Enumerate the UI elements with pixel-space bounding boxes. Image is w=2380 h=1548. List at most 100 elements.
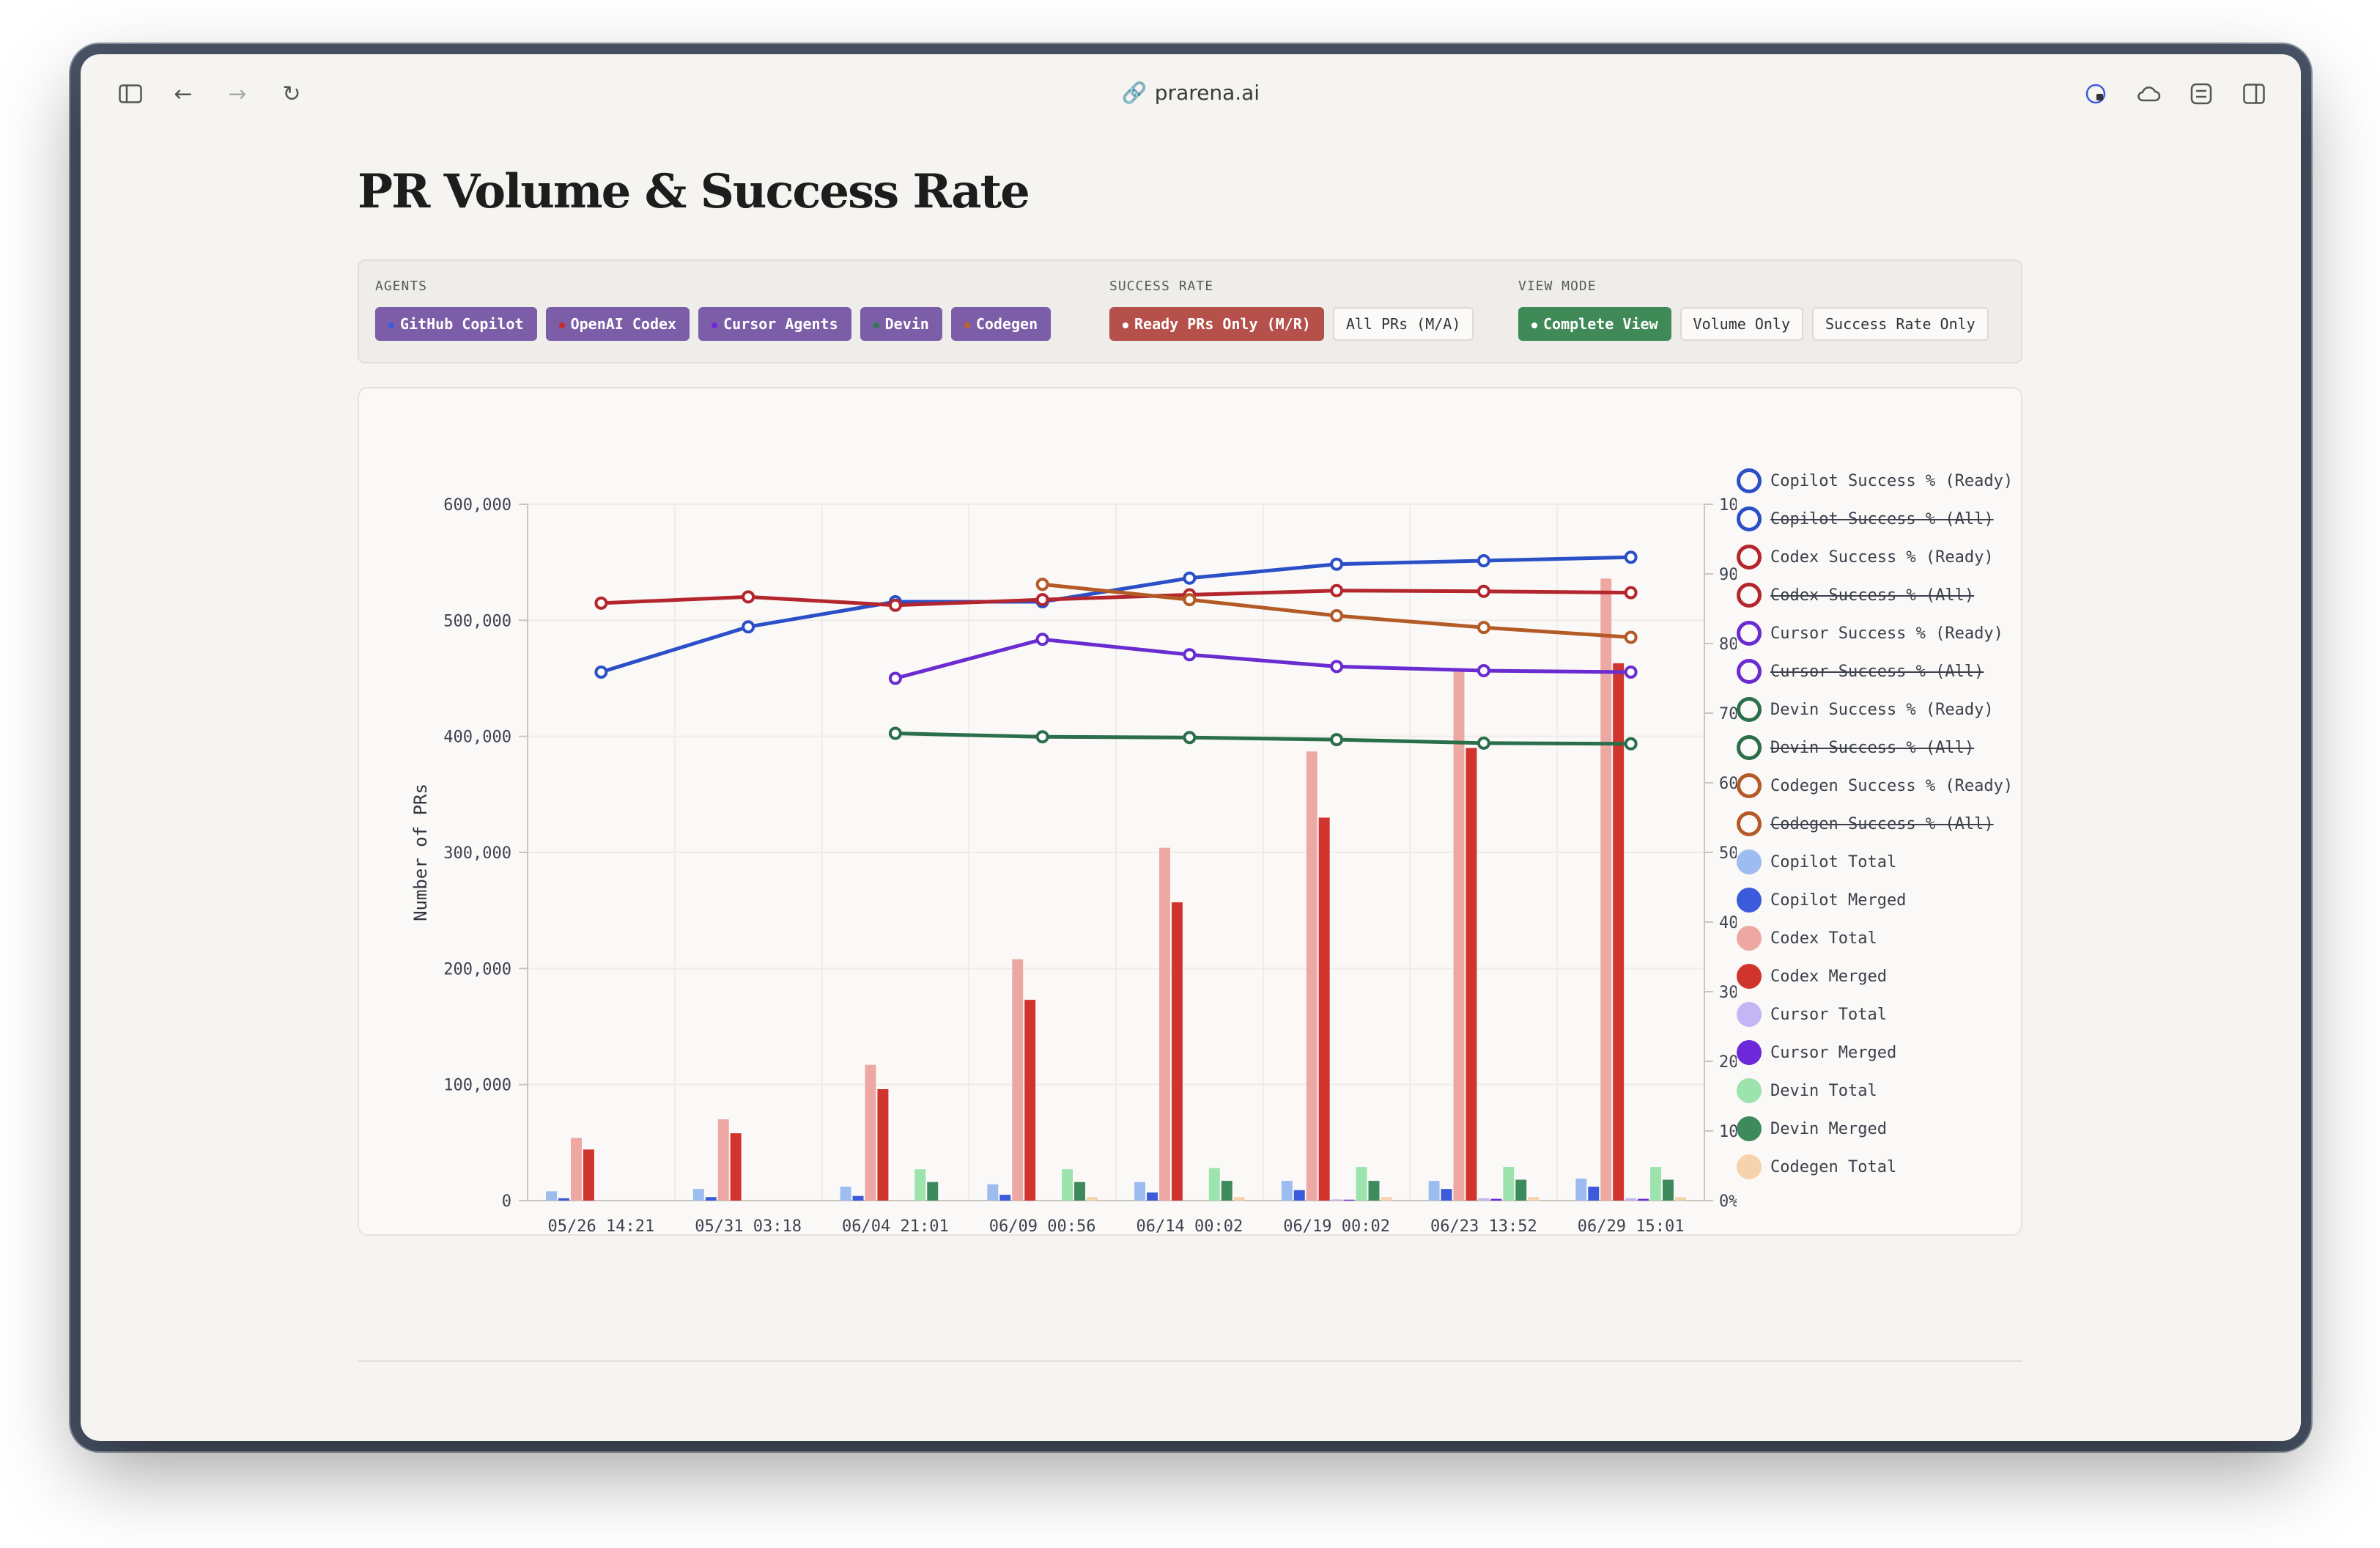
agent-chip-codegen[interactable]: Codegen <box>950 307 1052 341</box>
point-cursor-success-ready- <box>888 671 902 685</box>
legend-item-copilot-total[interactable]: Copilot Total <box>1737 843 2015 881</box>
x-tick-label: 06/19 00:02 <box>1283 1217 1390 1236</box>
y-tick-label: 400,000 <box>443 729 511 747</box>
bar-copilot-total <box>840 1187 851 1201</box>
back-arrow-icon[interactable]: ← <box>174 81 193 107</box>
forward-arrow-icon[interactable]: → <box>228 81 247 107</box>
chart-legend: Copilot Success % (Ready) Copilot Success… <box>1737 462 2015 1186</box>
bar-codex-merged <box>583 1149 594 1201</box>
x-tick-label: 05/31 03:18 <box>695 1217 802 1236</box>
bar-copilot-merged <box>1293 1190 1305 1201</box>
agent-chip-openai-codex[interactable]: OpenAI Codex <box>545 307 690 341</box>
url-text: prarena.ai <box>1154 81 1260 105</box>
point-copilot-success-ready- <box>1624 550 1638 564</box>
legend-item-cursor-total[interactable]: Cursor Total <box>1737 995 2015 1033</box>
legend-swatch <box>1737 888 1762 913</box>
legend-item-devin-total[interactable]: Devin Total <box>1737 1072 2015 1110</box>
legend-swatch <box>1737 621 1762 646</box>
agent-chip-github-copilot[interactable]: GitHub Copilot <box>375 307 537 341</box>
agent-chip-label: Codegen <box>975 315 1038 333</box>
view-mode-filter-group: VIEW MODE Complete View Volume Only Succ… <box>1518 279 1989 341</box>
legend-item-devin-success-all[interactable]: Devin Success % (All) <box>1737 729 2015 767</box>
y2-tick-label: 40% <box>1719 914 1737 932</box>
legend-label: Copilot Total <box>1770 852 1897 871</box>
privacy-report-icon[interactable] <box>2078 76 2113 111</box>
y-tick-label: 300,000 <box>443 844 511 863</box>
bar-copilot-total <box>1575 1178 1587 1201</box>
legend-item-copilot-success-all[interactable]: Copilot Success % (All) <box>1737 500 2015 538</box>
legend-swatch <box>1737 659 1762 684</box>
y2-tick-label: 30% <box>1719 984 1737 1002</box>
address-bar[interactable]: 🔗 prarena.ai <box>81 81 2301 105</box>
legend-item-devin-success-ready[interactable]: Devin Success % (Ready) <box>1737 690 2015 729</box>
filter-panel: AGENTS GitHub Copilot OpenAI Codex Cursor … <box>358 259 2022 364</box>
legend-item-codex-success-ready[interactable]: Codex Success % (Ready) <box>1737 538 2015 576</box>
agent-chip-cursor-agents[interactable]: Cursor Agents <box>698 307 851 341</box>
y2-tick-label: 70% <box>1719 705 1737 723</box>
legend-swatch <box>1737 811 1762 836</box>
legend-label: Cursor Merged <box>1770 1043 1897 1062</box>
legend-swatch <box>1737 964 1762 989</box>
legend-item-copilot-merged[interactable]: Copilot Merged <box>1737 881 2015 919</box>
legend-label: Cursor Success % (Ready) <box>1770 624 2003 643</box>
bar-codegen-total <box>1381 1197 1392 1201</box>
ready-prs-only-label: Ready PRs Only (M/R) <box>1134 315 1311 333</box>
selected-dot-icon <box>1123 322 1128 328</box>
bar-codex-total <box>1012 959 1024 1201</box>
agent-chip-label: OpenAI Codex <box>570 315 677 333</box>
complete-view-button[interactable]: Complete View <box>1518 307 1671 341</box>
legend-item-copilot-success-ready[interactable]: Copilot Success % (Ready) <box>1737 462 2015 500</box>
success-rate-only-button[interactable]: Success Rate Only <box>1812 307 1989 341</box>
legend-label: Codex Total <box>1770 929 1877 948</box>
legend-swatch <box>1737 773 1762 798</box>
bar-devin-merged <box>1368 1181 1380 1201</box>
legend-item-cursor-success-ready[interactable]: Cursor Success % (Ready) <box>1737 614 2015 652</box>
agent-chip-devin[interactable]: Devin <box>860 307 942 341</box>
agent-dot-icon <box>712 322 718 328</box>
bar-cursor-merged <box>1490 1198 1502 1201</box>
agent-chip-label: Cursor Agents <box>723 315 838 333</box>
legend-item-cursor-success-all[interactable]: Cursor Success % (All) <box>1737 652 2015 690</box>
link-icon: 🔗 <box>1121 81 1148 105</box>
legend-swatch <box>1737 1002 1762 1027</box>
legend-swatch <box>1737 735 1762 760</box>
complete-view-label: Complete View <box>1543 315 1658 333</box>
legend-item-codex-merged[interactable]: Codex Merged <box>1737 957 2015 995</box>
bar-devin-total <box>1503 1167 1515 1201</box>
legend-item-codegen-success-ready[interactable]: Codegen Success % (Ready) <box>1737 767 2015 805</box>
cloud-icon[interactable] <box>2131 76 2166 111</box>
agent-dot-icon <box>388 322 394 328</box>
extensions-icon[interactable] <box>2184 76 2219 111</box>
ready-prs-only-button[interactable]: Ready PRs Only (M/R) <box>1109 307 1324 341</box>
point-copilot-success-ready- <box>742 620 755 634</box>
point-codex-success-ready- <box>1330 583 1344 597</box>
y2-tick-label: 80% <box>1719 635 1737 654</box>
bar-devin-merged <box>1663 1179 1674 1201</box>
bar-copilot-merged <box>852 1195 864 1201</box>
agent-chip-label: Devin <box>884 315 929 333</box>
line-copilot-success-ready- <box>600 555 1631 674</box>
y-tick-label: 0 <box>502 1193 511 1211</box>
legend-item-cursor-merged[interactable]: Cursor Merged <box>1737 1033 2015 1072</box>
legend-label: Devin Success % (Ready) <box>1770 700 1994 719</box>
point-devin-success-ready- <box>1183 731 1197 745</box>
bar-copilot-total <box>1134 1182 1146 1201</box>
legend-item-codex-success-all[interactable]: Codex Success % (All) <box>1737 576 2015 614</box>
legend-item-codex-total[interactable]: Codex Total <box>1737 919 2015 957</box>
legend-item-codegen-success-all[interactable]: Codegen Success % (All) <box>1737 805 2015 843</box>
legend-item-codegen-total[interactable]: Codegen Total <box>1737 1148 2015 1186</box>
page-title: PR Volume & Success Rate <box>358 164 1030 219</box>
point-devin-success-ready- <box>1330 733 1344 747</box>
all-prs-button[interactable]: All PRs (M/A) <box>1332 307 1474 341</box>
point-devin-success-ready- <box>1624 737 1638 751</box>
chart-card: 0 100,000 200,000 300,000 400,000 500,000 600,… <box>358 387 2022 1236</box>
legend-item-devin-merged[interactable]: Devin Merged <box>1737 1110 2015 1148</box>
agent-dot-icon <box>964 322 970 328</box>
legend-label: Devin Merged <box>1770 1119 1887 1138</box>
split-view-icon[interactable] <box>2236 76 2272 111</box>
volume-only-button[interactable]: Volume Only <box>1679 307 1803 341</box>
section-divider <box>358 1360 2022 1362</box>
sidebar-toggle-icon[interactable] <box>113 76 148 111</box>
reload-icon[interactable]: ↻ <box>282 81 301 107</box>
legend-label: Copilot Success % (All) <box>1770 509 1994 528</box>
